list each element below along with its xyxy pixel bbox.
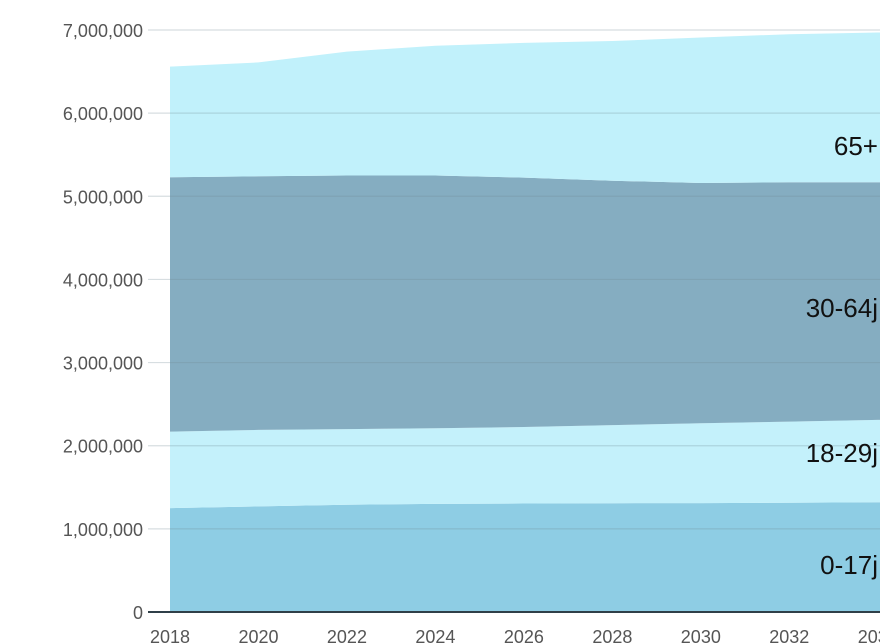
area-65 <box>170 32 880 183</box>
series-label-30-64j: 30-64j <box>806 293 878 323</box>
y-tick-label: 6,000,000 <box>63 104 143 124</box>
y-tick-label: 1,000,000 <box>63 520 143 540</box>
area-30-64j <box>170 175 880 432</box>
series-areas <box>170 32 880 612</box>
series-label-0-17j: 0-17j <box>820 550 878 580</box>
y-tick-label: 5,000,000 <box>63 187 143 207</box>
x-tick-label: 2032 <box>769 627 809 644</box>
x-tick-label: 2022 <box>327 627 367 644</box>
y-tick-label: 0 <box>133 603 143 623</box>
x-axis-ticks: 2018 2020 2022 2024 2026 2028 2030 2032 2034 <box>150 627 880 644</box>
area-18-29j <box>170 419 880 509</box>
x-tick-label: 2020 <box>238 627 278 644</box>
area-0-17j <box>170 502 880 612</box>
x-tick-label: 2030 <box>681 627 721 644</box>
x-tick-label: 2024 <box>415 627 455 644</box>
x-tick-label: 2026 <box>504 627 544 644</box>
y-tick-label: 3,000,000 <box>63 354 143 374</box>
y-tick-label: 4,000,000 <box>63 270 143 290</box>
gridlines <box>148 29 880 530</box>
series-label-18-29j: 18-29j <box>806 438 878 468</box>
x-tick-label: 2018 <box>150 627 190 644</box>
x-tick-label: 2028 <box>592 627 632 644</box>
x-tick-label: 2034 <box>858 627 880 644</box>
series-labels: 0-17j 18-29j 30-64j 65+ <box>806 131 878 580</box>
y-tick-label: 7,000,000 <box>63 21 143 41</box>
y-axis-ticks: 0 1,000,000 2,000,000 3,000,000 4,000,000 5,0… <box>63 21 143 623</box>
series-label-65: 65+ <box>834 131 878 161</box>
y-tick-label: 2,000,000 <box>63 437 143 457</box>
